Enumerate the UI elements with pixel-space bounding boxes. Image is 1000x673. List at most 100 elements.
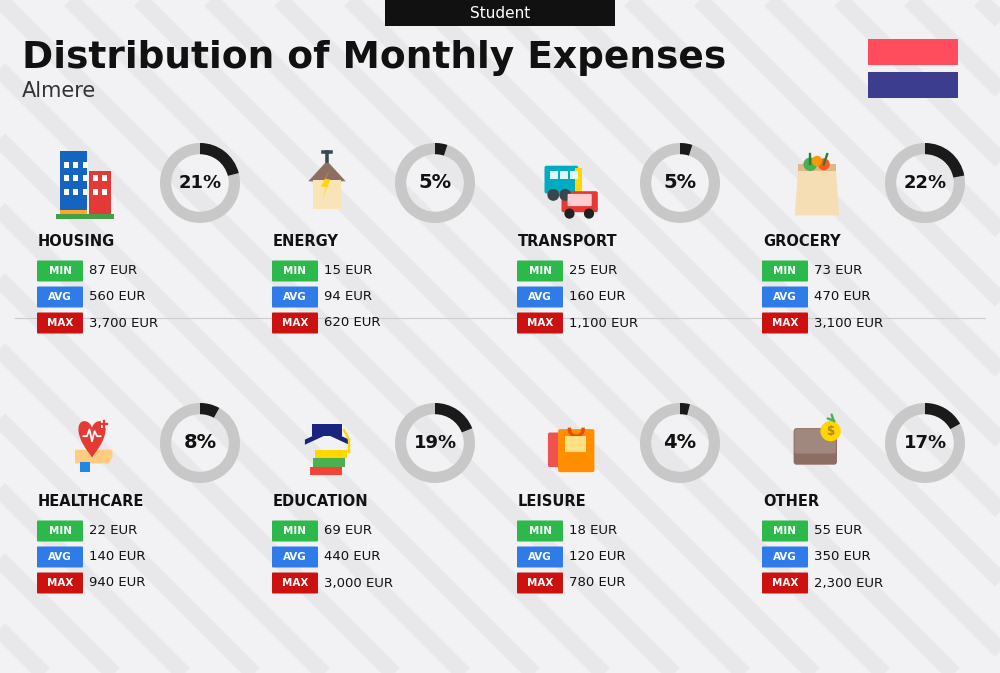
FancyBboxPatch shape [558,429,594,472]
FancyBboxPatch shape [64,176,69,181]
FancyBboxPatch shape [868,72,958,98]
Text: 73 EUR: 73 EUR [814,264,862,277]
FancyBboxPatch shape [517,312,563,334]
Circle shape [559,189,571,201]
Wedge shape [885,143,965,223]
FancyBboxPatch shape [550,171,558,179]
Text: 22%: 22% [903,174,947,192]
Wedge shape [160,403,240,483]
Text: 25 EUR: 25 EUR [569,264,617,277]
FancyBboxPatch shape [517,546,563,567]
Text: 17%: 17% [903,434,947,452]
Text: HEALTHCARE: HEALTHCARE [38,493,144,509]
Circle shape [584,209,594,219]
Polygon shape [308,161,346,181]
Text: 55 EUR: 55 EUR [814,524,862,538]
Text: MAX: MAX [282,318,308,328]
FancyBboxPatch shape [570,171,578,179]
FancyBboxPatch shape [562,191,598,212]
FancyBboxPatch shape [565,436,586,452]
Text: 3,100 EUR: 3,100 EUR [814,316,883,330]
FancyBboxPatch shape [80,462,90,472]
Text: MIN: MIN [48,266,72,276]
Text: 22 EUR: 22 EUR [89,524,137,538]
Text: 4%: 4% [663,433,697,452]
FancyBboxPatch shape [517,260,563,281]
Polygon shape [75,450,112,464]
FancyBboxPatch shape [37,520,83,542]
Text: $: $ [827,425,835,437]
Text: MIN: MIN [528,266,552,276]
FancyBboxPatch shape [313,458,345,467]
FancyBboxPatch shape [89,171,111,215]
Wedge shape [435,403,472,432]
Text: 560 EUR: 560 EUR [89,291,146,304]
FancyBboxPatch shape [100,421,107,428]
FancyBboxPatch shape [762,312,808,334]
Text: MAX: MAX [47,318,73,328]
FancyBboxPatch shape [272,546,318,567]
Wedge shape [885,403,965,483]
Text: AVG: AVG [773,552,797,562]
Circle shape [564,209,575,219]
Text: 21%: 21% [178,174,222,192]
FancyBboxPatch shape [544,166,578,194]
FancyBboxPatch shape [102,176,107,181]
Text: MIN: MIN [284,266,306,276]
Circle shape [818,158,830,170]
Wedge shape [640,403,720,483]
Text: MIN: MIN [284,526,306,536]
Text: 19%: 19% [413,434,457,452]
Text: Student: Student [470,5,530,20]
Text: 2,300 EUR: 2,300 EUR [814,577,883,590]
Wedge shape [640,143,720,223]
Text: GROCERY: GROCERY [763,234,841,248]
Text: MIN: MIN [528,526,552,536]
Text: 5%: 5% [418,174,452,192]
FancyBboxPatch shape [60,210,87,215]
FancyBboxPatch shape [64,162,69,168]
FancyBboxPatch shape [93,176,98,181]
Wedge shape [395,403,475,483]
FancyBboxPatch shape [762,260,808,281]
FancyBboxPatch shape [93,189,98,195]
Wedge shape [200,403,219,418]
Wedge shape [680,143,692,155]
Text: AVG: AVG [48,292,72,302]
FancyBboxPatch shape [272,287,318,308]
FancyBboxPatch shape [272,312,318,334]
Polygon shape [305,429,349,445]
FancyBboxPatch shape [37,573,83,594]
Text: AVG: AVG [528,292,552,302]
FancyBboxPatch shape [37,312,83,334]
Text: MAX: MAX [772,318,798,328]
FancyBboxPatch shape [60,151,87,215]
FancyBboxPatch shape [795,429,836,454]
FancyBboxPatch shape [37,260,83,281]
Circle shape [812,156,822,166]
FancyBboxPatch shape [794,428,837,464]
Text: 1,100 EUR: 1,100 EUR [569,316,638,330]
FancyBboxPatch shape [83,189,88,195]
Text: AVG: AVG [48,552,72,562]
FancyBboxPatch shape [313,180,341,209]
Text: MIN: MIN [48,526,72,536]
Text: AVG: AVG [528,552,552,562]
Wedge shape [160,143,240,223]
Text: 160 EUR: 160 EUR [569,291,626,304]
FancyBboxPatch shape [762,287,808,308]
Wedge shape [680,403,690,415]
Wedge shape [200,143,239,176]
FancyBboxPatch shape [762,520,808,542]
Text: AVG: AVG [283,552,307,562]
Text: MAX: MAX [772,578,798,588]
Text: MAX: MAX [47,578,73,588]
Text: 87 EUR: 87 EUR [89,264,137,277]
FancyBboxPatch shape [37,287,83,308]
Text: MAX: MAX [527,578,553,588]
FancyBboxPatch shape [310,467,342,475]
Text: HOUSING: HOUSING [38,234,115,248]
FancyBboxPatch shape [762,573,808,594]
Text: 440 EUR: 440 EUR [324,551,380,563]
FancyBboxPatch shape [73,189,78,195]
